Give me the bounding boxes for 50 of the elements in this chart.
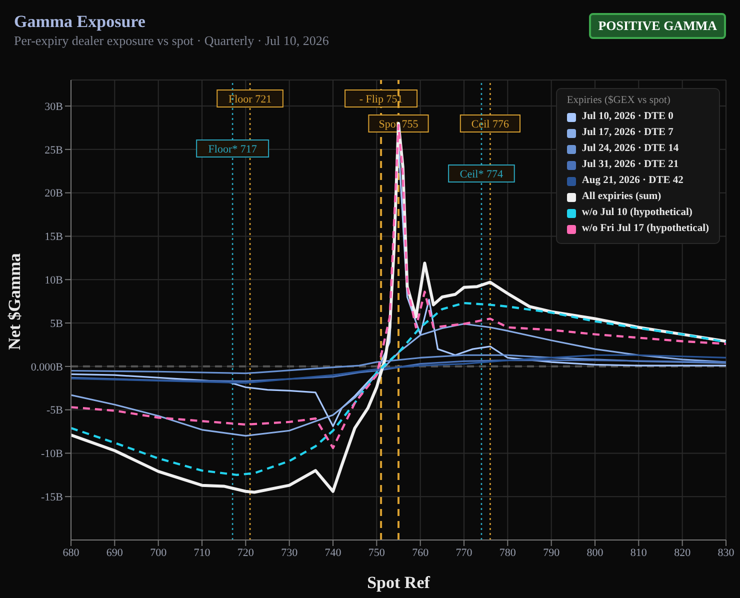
line-series — [71, 354, 726, 374]
legend-label: Aug 21, 2026 · DTE 42 — [580, 174, 684, 188]
x-tick-label: 680 — [62, 546, 80, 559]
chart-subtitle: Per-expiry dealer exposure vs spot · Quarterly · Jul 10, 2026 — [14, 33, 329, 49]
x-tick-label: 720 — [237, 546, 254, 559]
y-tick-label: -15B — [41, 492, 63, 504]
x-tick-label: 830 — [718, 546, 735, 559]
x-tick-label: 820 — [674, 546, 692, 559]
x-tick-label: 740 — [324, 546, 342, 559]
legend-label: All expiries (sum) — [580, 190, 662, 204]
ref-line-label: Floor 721 — [228, 94, 272, 106]
text: POSITIVE GAMMA — [589, 13, 726, 39]
y-tick-label: 0.000B — [30, 361, 63, 374]
y-tick-label: -10B — [41, 448, 63, 460]
y-tick-label: 15B — [44, 231, 63, 244]
legend-label: w/o Fri Jul 17 (hypothetical) — [580, 222, 709, 236]
legend-label: Jul 17, 2026 · DTE 7 — [580, 126, 674, 140]
y-tick-label: 30B — [44, 100, 63, 113]
x-tick-label: 700 — [150, 546, 168, 559]
y-axis-title: Net $Gamma — [5, 252, 24, 350]
x-tick-label: 750 — [368, 546, 386, 559]
chart-title: Gamma Exposure — [14, 12, 146, 32]
legend-label: Jul 31, 2026 · DTE 21 — [580, 158, 680, 172]
x-tick-label: 810 — [630, 546, 648, 559]
x-tick-label: 690 — [106, 546, 124, 559]
ref-line-label: Floor* 717 — [208, 144, 258, 156]
x-tick-label: 760 — [412, 546, 430, 559]
y-tick-label: -5B — [46, 404, 63, 417]
legend-label: Jul 24, 2026 · DTE 14 — [580, 142, 680, 156]
x-axis-title: Spot Ref — [367, 573, 430, 592]
x-tick-label: 780 — [499, 546, 516, 559]
line-series — [71, 302, 726, 476]
ref-line-label: - Flip 751 — [359, 94, 403, 106]
x-tick-label: 710 — [194, 546, 211, 559]
line-series — [71, 323, 726, 437]
y-tick-label: 25B — [44, 144, 63, 156]
legend-title: Expiries ($GEX vs spot) — [566, 95, 672, 106]
y-tick-label: 20B — [44, 188, 63, 200]
x-tick-label: 730 — [281, 546, 298, 559]
x-tick-label: 770 — [456, 546, 473, 559]
legend-label: Jul 10, 2026 · DTE 0 — [580, 110, 674, 124]
y-tick-label: 10B — [44, 274, 63, 287]
x-tick-label: 790 — [543, 546, 560, 559]
line-series — [71, 360, 726, 382]
line-series — [71, 354, 726, 384]
x-tick-label: 800 — [586, 546, 604, 559]
y-tick-label: 5B — [50, 318, 63, 330]
legend-label: w/o Jul 10 (hypothetical) — [580, 206, 694, 220]
ref-line-label: Ceil 776 — [471, 118, 510, 130]
ref-line-label: Ceil* 774 — [460, 168, 504, 180]
